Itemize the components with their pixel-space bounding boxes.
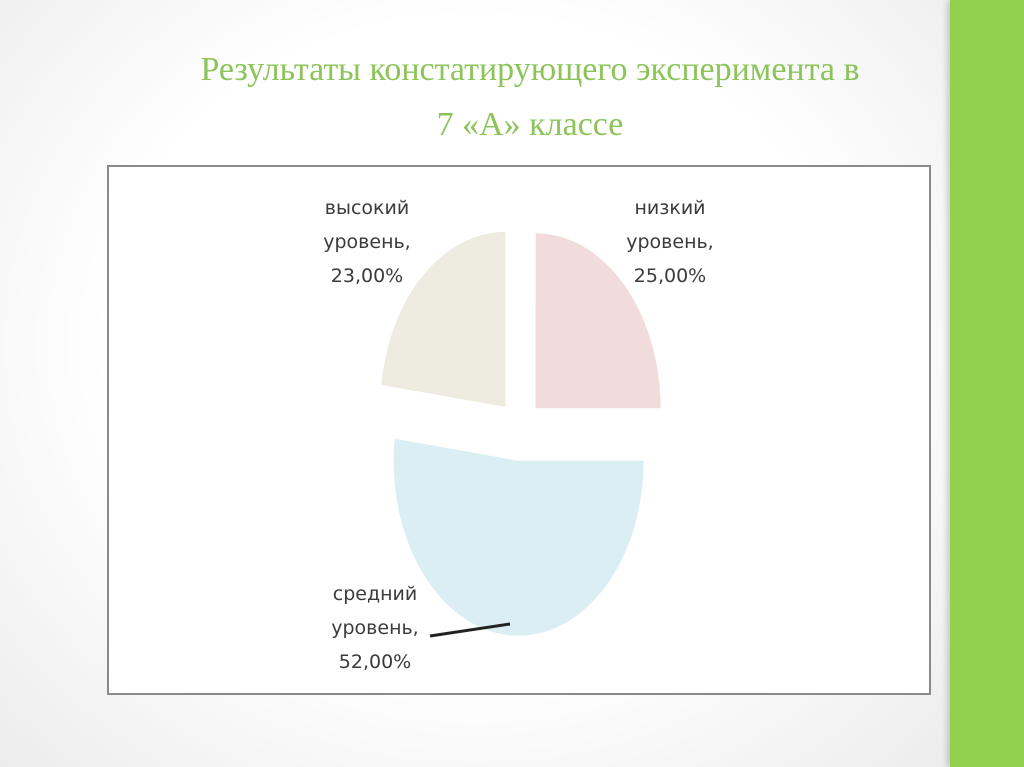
slice-label-1: низкий уровень, 25,00%	[626, 197, 713, 287]
slice-label-line: уровень,	[323, 231, 410, 253]
pie-slice-2	[393, 438, 644, 636]
slice-label-line: 52,00%	[339, 651, 411, 673]
accent-bar	[950, 0, 1024, 767]
pie-slice-1	[535, 233, 661, 409]
slice-label-line: средний	[333, 583, 417, 605]
slice-label-3: высокий уровень, 23,00%	[323, 197, 410, 287]
title-line-1: Результаты констатирующего эксперимента …	[200, 51, 860, 88]
slice-label-line: уровень,	[331, 617, 418, 639]
slide-title: Результаты констатирующего эксперимента …	[100, 42, 960, 152]
slice-label-line: уровень,	[626, 231, 713, 253]
slice-label-line: низкий	[634, 197, 705, 219]
title-line-2: 7 «А» классе	[436, 106, 624, 143]
pie-slice-3	[381, 231, 506, 407]
slice-label-line: 23,00%	[331, 265, 403, 287]
slice-label-2: средний уровень, 52,00%	[331, 583, 418, 673]
slice-label-line: высокий	[325, 197, 409, 219]
leader-line-medium	[429, 622, 511, 638]
slice-label-line: 25,00%	[634, 265, 706, 287]
